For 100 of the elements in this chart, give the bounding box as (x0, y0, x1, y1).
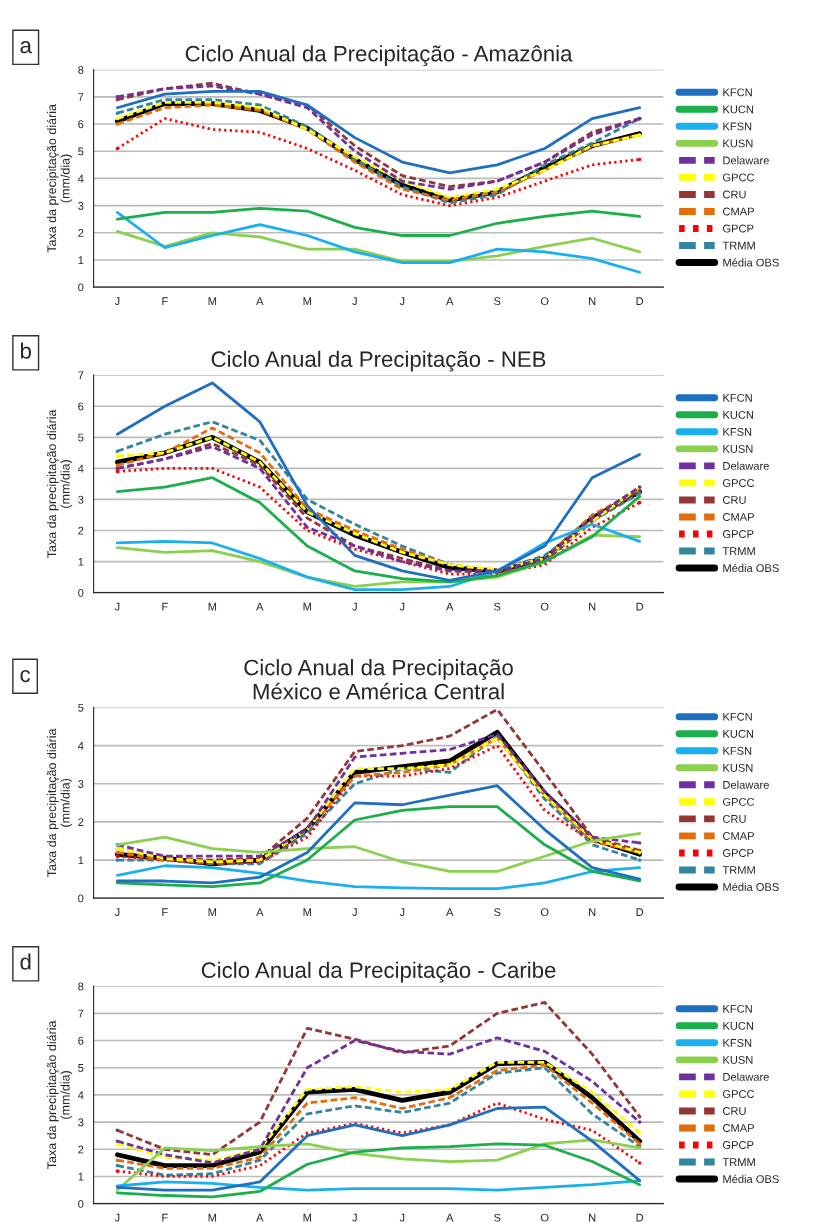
legend-label: KUSN (723, 763, 753, 772)
x-tick-label: O (540, 1213, 549, 1222)
x-tick-label: A (256, 908, 264, 916)
x-tick-label: M (303, 297, 311, 305)
legend-label: Média OBS (723, 1174, 779, 1184)
legend-label: GPCP (723, 224, 754, 233)
x-tick-label: F (162, 297, 168, 305)
y-tick-label: 7 (78, 93, 84, 101)
x-tick-label: J (399, 602, 405, 611)
x-tick-label: M (303, 908, 311, 916)
chart-title: Ciclo Anual da Precipitação - NEB (211, 350, 546, 372)
x-tick-label: J (352, 602, 357, 611)
y-tick-label: 8 (78, 65, 84, 74)
y-tick-label: 1 (78, 557, 84, 566)
line-series (115, 381, 642, 582)
y-tick-label: 3 (78, 201, 84, 210)
x-tick-label: N (589, 1213, 596, 1222)
y-axis-title: Taxa da precipitação diária (mm/dia) (46, 104, 73, 253)
line-series (115, 476, 642, 584)
point (115, 1163, 120, 1168)
legend-label: CMAP (723, 832, 754, 840)
legend-label: KUCN (723, 410, 754, 419)
legend-label: Média OBS (723, 258, 779, 267)
point (115, 1169, 120, 1173)
y-tick-label: 7 (78, 1009, 84, 1018)
legend-label: KFSN (723, 1038, 752, 1047)
chart-title: Ciclo Anual da Precipitação México e América Central (244, 659, 513, 700)
line-series (115, 784, 642, 885)
point (115, 858, 120, 862)
x-tick-label: N (589, 908, 596, 916)
legend-label: KFCN (723, 712, 752, 721)
text: a (20, 41, 32, 54)
x-tick-label: M (208, 297, 217, 305)
y-tick-label: 0 (78, 1199, 84, 1208)
y-tick-label: 1 (78, 856, 84, 865)
x-tick-label: S (494, 908, 501, 917)
legend-label: Delaware (723, 780, 769, 789)
y-tick-label: 2 (78, 229, 84, 237)
line-series (115, 831, 642, 873)
y-tick-label: 4 (77, 174, 84, 183)
x-tick-label: A (446, 1213, 454, 1222)
line-series (115, 1138, 642, 1192)
legend-label: TRMM (722, 866, 755, 874)
legend-label: KUCN (723, 105, 754, 114)
legend-label: KUCN (723, 1021, 754, 1030)
y-tick-label: 7 (78, 371, 84, 380)
x-tick-label: M (303, 1213, 311, 1222)
legend-label: GPCP (723, 849, 754, 857)
line-series (115, 206, 642, 237)
legend-label: GPCC (723, 173, 755, 182)
x-tick-label: J (352, 1213, 357, 1222)
legend-label: KUSN (723, 1055, 753, 1064)
legend-label: TRMM (722, 241, 755, 250)
point (115, 854, 120, 858)
x-tick-label: J (114, 297, 120, 306)
y-tick-label: 2 (78, 1145, 84, 1154)
x-tick-label: N (589, 602, 596, 611)
x-tick-label: D (636, 908, 644, 916)
legend-label: Média OBS (723, 563, 779, 573)
line-series (115, 1105, 642, 1192)
text: d (20, 953, 31, 970)
y-tick-label: 2 (78, 526, 84, 535)
point (637, 1114, 642, 1119)
legend-label: KFCN (723, 88, 752, 97)
point (637, 1161, 642, 1165)
legend-label: CMAP (723, 513, 754, 521)
legend-label: GPCP (723, 1141, 754, 1149)
legend-label: CMAP (723, 207, 754, 216)
y-tick-label: 2 (78, 818, 84, 826)
x-tick-label: A (256, 297, 264, 305)
x-tick-label: J (114, 908, 120, 917)
legend-label: TRMM (722, 1158, 755, 1166)
line-series (115, 1142, 642, 1199)
chart-title: Ciclo Anual da Precipitação - Caribe (201, 961, 556, 983)
legend-label: CRU (723, 496, 746, 504)
legend-label: CRU (723, 814, 746, 823)
y-tick-label: 3 (78, 495, 84, 504)
x-tick-label: D (636, 297, 644, 305)
x-tick-label: M (208, 908, 217, 916)
y-tick-label: 5 (78, 1064, 84, 1072)
x-tick-label: A (256, 602, 264, 611)
x-tick-label: A (446, 297, 454, 305)
x-tick-label: S (494, 297, 501, 306)
x-tick-label: F (162, 602, 168, 611)
x-tick-label: S (494, 602, 501, 611)
x-tick-label: F (162, 1213, 168, 1222)
x-tick-label: O (540, 908, 549, 917)
y-tick-label: 4 (77, 1091, 84, 1099)
y-tick-label: 0 (78, 588, 84, 597)
point (115, 116, 120, 121)
line-series (115, 805, 642, 889)
y-tick-label: 3 (78, 780, 84, 788)
y-tick-label: 0 (78, 894, 84, 903)
y-tick-label: 5 (78, 703, 84, 712)
point (115, 111, 120, 115)
point (115, 1158, 120, 1162)
x-tick-label: O (540, 602, 549, 611)
line-series (115, 211, 642, 274)
point (637, 500, 642, 505)
x-tick-label: J (114, 602, 120, 611)
